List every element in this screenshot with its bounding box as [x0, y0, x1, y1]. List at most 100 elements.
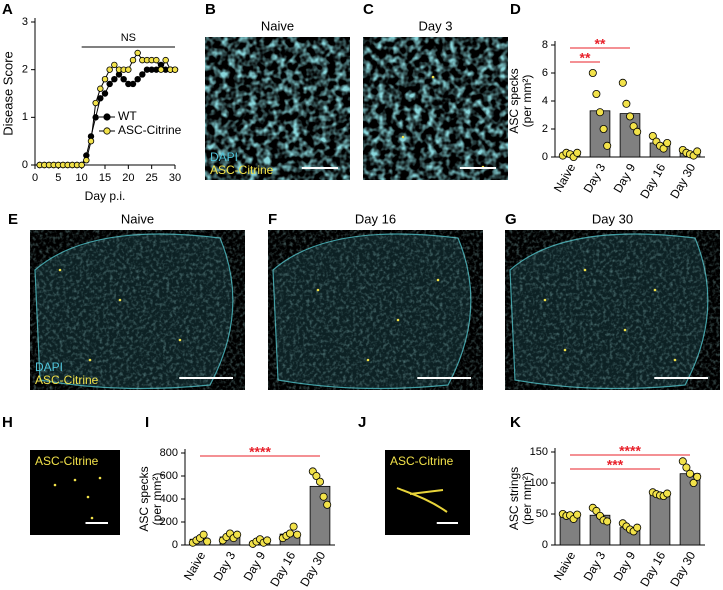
x-axis-label: Day p.i. — [85, 189, 126, 203]
legend-marker — [103, 113, 111, 121]
speck — [58, 268, 62, 272]
speck — [623, 328, 627, 332]
data-point — [153, 56, 160, 64]
y-tick-label: 200 — [160, 516, 178, 528]
data-point — [134, 49, 141, 57]
data-point — [312, 471, 321, 480]
data-point — [686, 469, 695, 478]
y-axis-label: ASC specks — [507, 68, 521, 133]
tissue-texture — [363, 37, 508, 180]
data-point — [125, 66, 132, 73]
data-point — [663, 138, 672, 147]
image-label: DAPI — [35, 360, 63, 374]
x-tick-label: 30 — [169, 172, 181, 184]
x-tick-label: Day 3 — [211, 549, 239, 583]
y-tick-label: 2 — [542, 123, 548, 135]
x-tick-label: 20 — [122, 172, 134, 184]
speck — [543, 298, 547, 302]
speck — [98, 476, 102, 480]
data-point — [157, 66, 165, 73]
x-tick-label: Day 3 — [581, 549, 609, 583]
y-tick-label: 0 — [542, 539, 548, 551]
data-point — [663, 489, 672, 498]
panel-label: K — [510, 414, 521, 431]
y-tick-label: 6 — [542, 67, 548, 79]
y-tick-label: 8 — [542, 39, 548, 51]
speck — [401, 135, 405, 139]
x-tick-label: 25 — [146, 172, 158, 184]
significance-label: ** — [580, 50, 591, 66]
asc-string — [396, 487, 448, 513]
y-tick-label: 0 — [22, 159, 28, 171]
significance-label: **** — [619, 443, 641, 459]
data-point — [293, 530, 302, 539]
x-tick-label: 15 — [99, 172, 111, 184]
data-point — [678, 457, 687, 466]
image-title: Day 30 — [592, 211, 633, 226]
data-point — [689, 478, 698, 487]
y-tick-label: 0 — [172, 539, 178, 551]
data-point — [87, 137, 95, 145]
y-axis-unit: (per mm²) — [520, 472, 534, 525]
y-tick-label: 4 — [542, 95, 548, 107]
data-point — [315, 477, 324, 486]
data-point — [129, 56, 137, 64]
data-point — [199, 530, 208, 539]
y-tick-label: 400 — [160, 493, 178, 505]
panel-label: F — [268, 211, 277, 228]
speck — [436, 278, 440, 282]
data-point — [618, 78, 627, 87]
panel-label: D — [510, 1, 521, 18]
significance-label: **** — [249, 444, 271, 460]
y-axis-label: ASC strings — [507, 467, 521, 530]
speck — [653, 288, 657, 292]
x-tick-label: Naive — [551, 161, 579, 195]
data-point — [693, 147, 702, 156]
tissue-texture — [205, 37, 350, 180]
panel-label: E — [8, 211, 18, 228]
tissue-texture — [30, 230, 245, 390]
data-point — [622, 99, 631, 108]
y-tick-label: 1 — [22, 111, 28, 123]
ns-label: NS — [121, 32, 136, 44]
y-tick-label: 2 — [22, 64, 28, 76]
y-tick-label: 50 — [536, 508, 548, 520]
data-point — [97, 85, 104, 92]
x-tick-label: Day 30 — [297, 549, 328, 589]
image-title: Day 16 — [355, 211, 396, 226]
tissue-texture — [505, 230, 720, 390]
speck — [88, 358, 92, 362]
x-tick-label: Naive — [551, 549, 579, 583]
data-point — [629, 122, 638, 131]
y-axis-label: Disease Score — [0, 51, 15, 136]
speck — [583, 268, 587, 272]
data-point — [648, 131, 657, 140]
x-tick-label: Naive — [181, 549, 209, 583]
data-point — [633, 523, 642, 532]
panel-label: B — [205, 1, 216, 18]
data-point — [682, 463, 691, 472]
data-point — [203, 537, 212, 546]
data-point — [106, 66, 113, 73]
speck — [396, 318, 400, 322]
image-title: Naive — [261, 18, 294, 33]
data-point — [592, 90, 601, 99]
micrograph — [30, 450, 120, 535]
x-tick-label: 0 — [32, 172, 38, 184]
data-point — [129, 80, 137, 88]
speck — [673, 358, 677, 362]
x-tick-label: Day 9 — [611, 161, 639, 195]
speck — [366, 358, 370, 362]
y-tick-label: 150 — [530, 446, 548, 458]
x-tick-label: Day 9 — [611, 549, 639, 583]
panel-label: H — [2, 414, 13, 431]
data-point — [263, 536, 272, 545]
legend-label: ASC-Citrine — [118, 123, 182, 137]
y-tick-label: 100 — [530, 477, 548, 489]
panel-label: G — [505, 211, 517, 228]
data-point — [111, 61, 118, 69]
speck — [53, 483, 57, 487]
speck — [431, 75, 435, 79]
